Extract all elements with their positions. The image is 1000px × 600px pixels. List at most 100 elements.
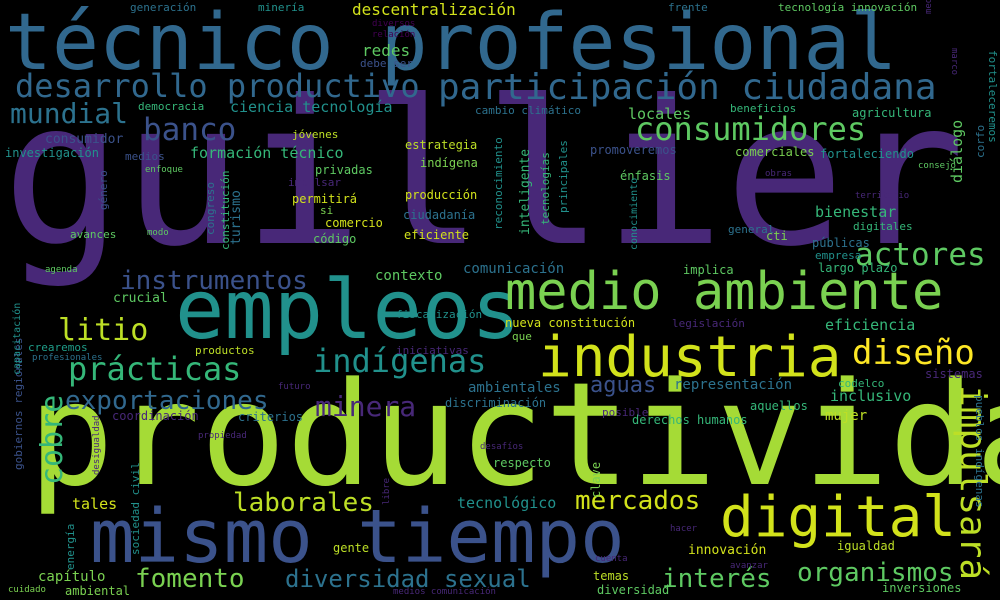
cloud-word: tecnología innovación — [778, 1, 918, 14]
cloud-word: eficiencia — [825, 316, 916, 334]
cloud-word: litio — [58, 313, 149, 348]
cloud-word: agenda — [45, 265, 78, 275]
cloud-word: medio ambiente — [505, 262, 944, 322]
cloud-word: desigualdad — [92, 415, 102, 475]
cloud-word: diversidad — [597, 583, 670, 597]
cloud-word: agricultura — [852, 106, 932, 120]
cloud-word: discriminación — [445, 396, 547, 410]
cloud-word: desarrollo productivo — [15, 67, 420, 105]
cloud-word: codelco — [838, 377, 885, 390]
cloud-word: indígena — [420, 156, 478, 170]
cloud-word: código — [313, 232, 357, 246]
cloud-word: innovación — [688, 543, 767, 558]
cloud-word: minera — [315, 390, 417, 423]
cloud-word: respecto — [493, 456, 551, 470]
cloud-word: conocimiento — [629, 177, 640, 250]
cloud-word: inversiones — [882, 581, 962, 595]
cloud-word: actores — [855, 237, 986, 273]
cloud-word: obras — [765, 169, 793, 179]
cloud-word: consumidor — [45, 132, 124, 147]
cloud-word: fomento — [135, 564, 245, 594]
cloud-word: enfoque — [145, 165, 183, 175]
cloud-word: cambio climático — [475, 104, 581, 117]
cloud-word: modo — [147, 228, 169, 238]
cloud-word: comerciales — [735, 145, 815, 159]
cloud-word: igualdad — [837, 539, 895, 553]
cloud-word: minería — [258, 1, 305, 14]
cloud-word: profesionales — [32, 353, 103, 363]
cloud-word: empresa — [815, 249, 862, 262]
cloud-word: permitirá — [292, 192, 358, 206]
cloud-word: tecnologías — [539, 152, 552, 225]
cloud-word: beneficios — [730, 102, 797, 115]
cloud-word: coordinación — [112, 409, 199, 423]
cloud-word: consejo — [918, 161, 956, 171]
cloud-word: generación — [130, 1, 197, 14]
cloud-word: mercados — [575, 486, 701, 516]
cloud-word: digital — [720, 485, 957, 550]
cloud-word: capítulo — [38, 569, 106, 585]
cloud-word: impulsar — [288, 176, 341, 189]
cloud-word: general — [728, 223, 775, 236]
cloud-word: medios — [125, 150, 165, 163]
cloud-word: sociedad civil — [129, 462, 142, 555]
cloud-word: exportaciones — [65, 386, 269, 416]
cloud-word: indígenas — [313, 342, 487, 380]
cloud-word: organismos — [797, 558, 954, 588]
cloud-word: ambientales — [468, 380, 561, 396]
cloud-word: investigación — [5, 146, 99, 160]
cloud-word: públicas — [812, 236, 870, 250]
cloud-word: que — [512, 330, 532, 343]
cloud-word: crucial — [113, 291, 168, 306]
cloud-word: aquellos — [750, 399, 808, 413]
cloud-word: libre — [382, 477, 392, 505]
cloud-word: democracia — [138, 100, 205, 113]
cloud-word: nueva constitución — [505, 316, 636, 330]
cloud-word: participación ciudadana — [438, 67, 937, 108]
cloud-word: comunicación — [463, 261, 565, 277]
cloud-word: hacer — [670, 524, 698, 534]
cloud-word: tales — [72, 495, 118, 513]
cloud-word: diálogo — [948, 119, 966, 183]
cloud-word: avances — [70, 228, 117, 241]
cloud-word: corfo — [974, 124, 987, 158]
cloud-word: energía — [64, 523, 77, 570]
cloud-word: industria — [538, 325, 842, 390]
cloud-word: cti — [766, 229, 788, 243]
cloud-word: legislación — [672, 317, 745, 330]
cloud-word: fiscalización — [396, 308, 483, 321]
cloud-word: desafíos — [480, 442, 524, 452]
cloud-word: propiedad — [198, 431, 247, 441]
cloud-word: marco — [949, 48, 959, 76]
cloud-word: locales — [628, 105, 692, 123]
cloud-word: banco — [143, 112, 237, 148]
cloud-word: formación técnico — [190, 144, 344, 162]
cloud-word: productividad — [28, 351, 1000, 518]
cloud-word: género — [97, 170, 110, 210]
cloud-word: eficiente — [404, 228, 470, 242]
cloud-word: ciencia tecnología — [230, 98, 393, 116]
cloud-word: gente — [333, 541, 370, 555]
cloud-word: medios comunicación — [393, 587, 496, 597]
cloud-word: técnico profesional — [5, 0, 898, 88]
cloud-word: comercio — [325, 216, 383, 230]
cloud-word: mundial — [10, 97, 129, 130]
cloud-word: debe ser — [360, 57, 413, 70]
cloud-word: temas — [593, 569, 630, 583]
cloud-word: pueblos indígenas — [973, 395, 986, 508]
cloud-word: cuidado — [8, 585, 46, 595]
cloud-word: bienestar — [815, 203, 897, 221]
cloud-word: privadas — [315, 163, 373, 177]
cloud-word: futuro — [278, 382, 311, 392]
cloud-word: cobre — [35, 394, 70, 485]
cloud-word: énfasis — [620, 169, 671, 183]
cloud-word: criterios — [238, 410, 304, 424]
cloud-word: producción — [405, 188, 478, 202]
cloud-word: interés — [662, 564, 772, 594]
cloud-word: inteligente — [518, 148, 533, 235]
cloud-word: congreso — [204, 182, 217, 235]
cloud-word: redes — [362, 41, 411, 60]
cloud-word: contexto — [375, 268, 443, 284]
cloud-word: empleos — [175, 263, 521, 358]
